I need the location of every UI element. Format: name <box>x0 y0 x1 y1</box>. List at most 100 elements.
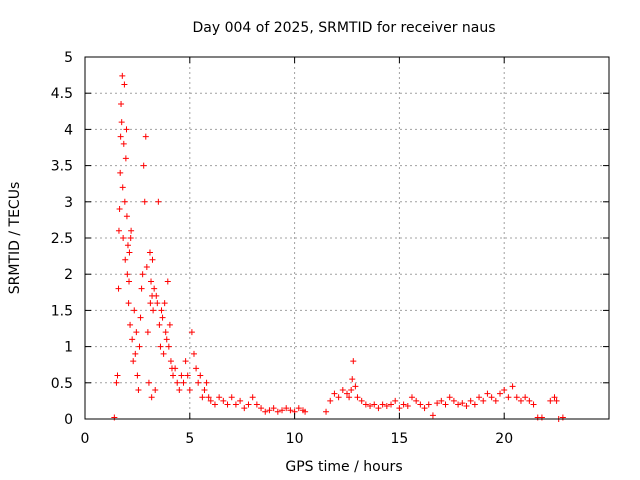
y-tick-label: 4.5 <box>51 86 73 102</box>
data-point <box>379 401 386 408</box>
data-point <box>526 397 533 404</box>
data-point <box>492 397 499 404</box>
data-point <box>178 372 185 379</box>
data-point <box>501 387 508 394</box>
data-point <box>237 397 244 404</box>
data-point <box>117 133 124 140</box>
x-tick-label: 0 <box>81 431 90 447</box>
data-point <box>455 401 462 408</box>
y-tick-label: 5 <box>64 50 73 66</box>
data-point <box>119 184 126 191</box>
x-tick-label: 5 <box>185 431 194 447</box>
data-point <box>128 227 135 234</box>
data-point <box>228 394 235 401</box>
data-point <box>117 169 124 176</box>
data-point <box>505 394 512 401</box>
data-point <box>404 402 411 409</box>
y-axis-label: SRMTID / TECUs <box>7 182 23 295</box>
data-point <box>417 401 424 408</box>
data-point <box>151 285 158 292</box>
data-point <box>392 397 399 404</box>
data-point <box>122 256 129 263</box>
data-point <box>207 397 214 404</box>
y-tick-label: 1 <box>64 340 73 356</box>
data-point <box>135 387 142 394</box>
data-point <box>323 408 330 415</box>
data-point <box>509 383 516 390</box>
data-point <box>116 206 123 213</box>
data-point <box>186 387 193 394</box>
data-point <box>295 405 302 412</box>
data-point <box>358 397 365 404</box>
data-point <box>274 408 281 415</box>
y-tick-label: 0 <box>64 412 73 428</box>
axis-ticks <box>84 56 609 420</box>
data-point <box>245 401 252 408</box>
data-point <box>121 198 128 205</box>
data-point <box>396 405 403 412</box>
data-point <box>362 401 369 408</box>
data-point <box>153 292 160 299</box>
data-point <box>148 278 155 285</box>
data-point <box>413 397 420 404</box>
data-point <box>335 394 342 401</box>
data-point <box>137 314 144 321</box>
data-point <box>262 408 269 415</box>
data-point <box>327 397 334 404</box>
data-point <box>425 401 432 408</box>
data-point <box>133 329 140 336</box>
data-point <box>467 397 474 404</box>
data-point <box>126 249 133 256</box>
data-point <box>118 101 125 108</box>
data-point <box>517 397 524 404</box>
data-point <box>553 397 560 404</box>
y-tick-label: 1.5 <box>51 303 73 319</box>
data-point <box>130 358 137 365</box>
data-point <box>551 394 558 401</box>
chart-title: Day 004 of 2025, SRMTID for receiver nau… <box>192 20 495 36</box>
data-point <box>283 405 290 412</box>
data-point <box>201 387 208 394</box>
data-point <box>367 402 374 409</box>
data-points <box>111 72 566 422</box>
data-point <box>148 394 155 401</box>
data-point <box>193 365 200 372</box>
x-tick-label: 20 <box>495 431 513 447</box>
data-point <box>480 397 487 404</box>
y-tick-label: 3 <box>64 195 73 211</box>
data-point <box>354 394 361 401</box>
data-point <box>174 379 181 386</box>
data-point <box>199 394 206 401</box>
data-point <box>145 379 152 386</box>
data-point <box>121 81 128 88</box>
data-point <box>136 343 143 350</box>
data-point <box>150 307 157 314</box>
data-point <box>383 402 390 409</box>
data-point <box>124 242 131 249</box>
data-point <box>163 336 170 343</box>
data-point <box>172 365 179 372</box>
data-point <box>154 300 161 307</box>
data-point <box>434 400 441 407</box>
data-point <box>371 401 378 408</box>
x-tick-labels: 0 5 10 15 20 <box>81 431 514 447</box>
data-point <box>476 394 483 401</box>
data-point <box>115 285 122 292</box>
data-point <box>141 198 148 205</box>
data-point <box>488 394 495 401</box>
data-point <box>140 162 147 169</box>
data-point <box>484 390 491 397</box>
data-point <box>216 394 223 401</box>
data-point <box>249 394 256 401</box>
y-tick-label: 3.5 <box>51 159 73 175</box>
data-point <box>197 372 204 379</box>
x-axis-label: GPS time / hours <box>285 459 402 475</box>
data-point <box>530 401 537 408</box>
data-point <box>538 414 545 421</box>
data-point <box>349 376 356 383</box>
data-point <box>152 387 159 394</box>
x-tick-label: 10 <box>286 431 304 447</box>
data-point <box>138 285 145 292</box>
data-point <box>266 407 273 414</box>
